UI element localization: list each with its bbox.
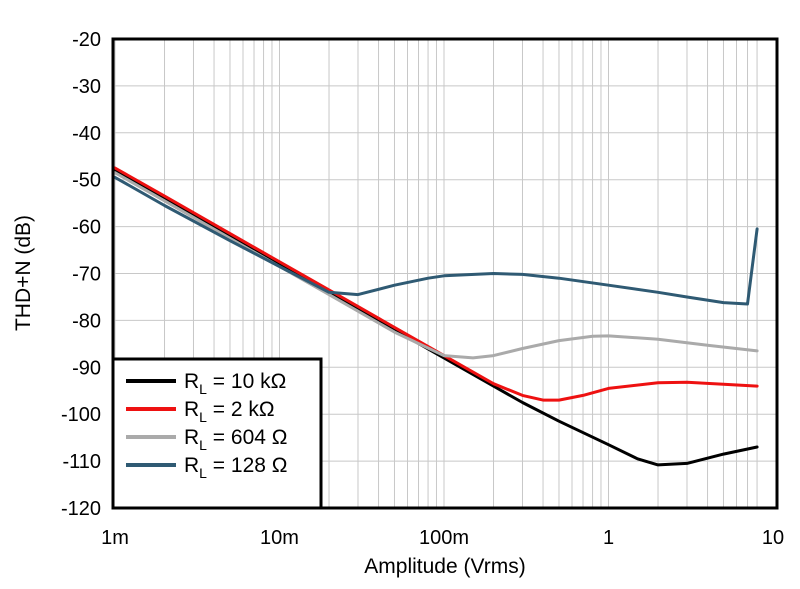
y-tick-label: -60 [72,217,101,239]
legend-entry: RL = 2 kΩ [184,398,275,425]
x-tick-label: 10 [762,527,784,549]
y-tick-label: -110 [62,451,101,473]
plot-frame [111,37,779,510]
x-tick-label: 1 [603,527,614,549]
y-tick-label: -100 [61,404,101,426]
series-line [113,175,759,306]
y-tick-label: -20 [72,29,101,51]
y-tick-label: -80 [72,310,101,332]
y-tick-label: -40 [72,123,101,145]
y-tick-label: -70 [72,264,101,286]
legend-entry: RL = 128 Ω [184,454,287,481]
legend-entry: RL = 10 kΩ [184,370,286,397]
x-tick-label: 100m [419,527,469,549]
grid [113,38,777,509]
x-tick-label: 1m [101,527,129,549]
y-tick-label: -30 [72,76,101,98]
x-axis-title: Amplitude (Vrms) [364,555,525,578]
x-tick-label: 10m [260,527,299,549]
legend-entry: RL = 604 Ω [184,426,287,453]
series-line [113,168,759,467]
legend-box [111,357,323,510]
y-axis-title: THD+N (dB) [12,215,35,331]
y-tick-label: -90 [72,357,101,379]
series-line [113,166,759,402]
y-tick-label: -50 [72,170,101,192]
y-tick-label: -120 [61,498,101,520]
series-layer [113,166,759,467]
